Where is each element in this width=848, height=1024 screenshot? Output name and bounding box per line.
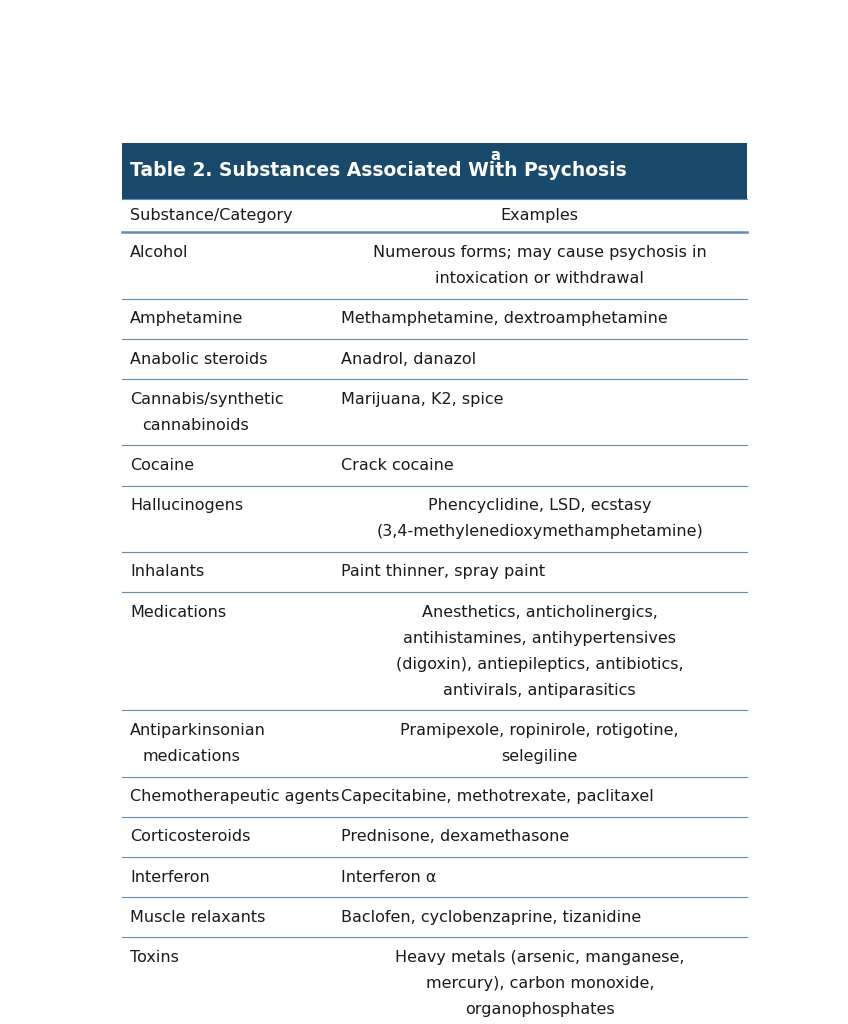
Text: antihistamines, antihypertensives: antihistamines, antihypertensives (404, 631, 676, 646)
Text: (digoxin), antiepileptics, antibiotics,: (digoxin), antiepileptics, antibiotics, (396, 656, 683, 672)
Text: cannabinoids: cannabinoids (142, 418, 249, 433)
Text: Phencyclidine, LSD, ecstasy: Phencyclidine, LSD, ecstasy (428, 499, 651, 513)
Text: Medications: Medications (131, 604, 226, 620)
Text: Amphetamine: Amphetamine (131, 311, 243, 327)
Text: Anadrol, danazol: Anadrol, danazol (341, 351, 476, 367)
Text: (3,4-methylenedioxymethamphetamine): (3,4-methylenedioxymethamphetamine) (377, 524, 703, 540)
FancyBboxPatch shape (122, 142, 747, 200)
Text: a: a (490, 147, 500, 163)
Text: Table 2. Substances Associated With Psychosis: Table 2. Substances Associated With Psyc… (131, 162, 627, 180)
Text: Cannabis/synthetic: Cannabis/synthetic (131, 392, 284, 407)
Text: medications: medications (142, 749, 240, 764)
Text: Numerous forms; may cause psychosis in: Numerous forms; may cause psychosis in (373, 245, 706, 260)
Text: Substance/Category: Substance/Category (131, 209, 293, 223)
Text: Examples: Examples (501, 209, 578, 223)
Text: selegiline: selegiline (501, 749, 578, 764)
Text: Muscle relaxants: Muscle relaxants (131, 909, 265, 925)
Text: mercury), carbon monoxide,: mercury), carbon monoxide, (426, 976, 654, 991)
Text: Corticosteroids: Corticosteroids (131, 829, 251, 845)
Text: intoxication or withdrawal: intoxication or withdrawal (435, 271, 644, 286)
Text: Paint thinner, spray paint: Paint thinner, spray paint (341, 564, 544, 580)
Text: Toxins: Toxins (131, 950, 179, 965)
Text: Alcohol: Alcohol (131, 245, 189, 260)
Text: Crack cocaine: Crack cocaine (341, 458, 454, 473)
Text: Anesthetics, anticholinergics,: Anesthetics, anticholinergics, (421, 604, 658, 620)
Text: Interferon α: Interferon α (341, 869, 436, 885)
Text: Inhalants: Inhalants (131, 564, 204, 580)
Text: Marijuana, K2, spice: Marijuana, K2, spice (341, 392, 503, 407)
Text: Interferon: Interferon (131, 869, 210, 885)
Text: Cocaine: Cocaine (131, 458, 194, 473)
Text: Prednisone, dexamethasone: Prednisone, dexamethasone (341, 829, 569, 845)
Text: Chemotherapeutic agents: Chemotherapeutic agents (131, 790, 340, 804)
Text: Baclofen, cyclobenzaprine, tizanidine: Baclofen, cyclobenzaprine, tizanidine (341, 909, 641, 925)
Text: Capecitabine, methotrexate, paclitaxel: Capecitabine, methotrexate, paclitaxel (341, 790, 653, 804)
Text: Anabolic steroids: Anabolic steroids (131, 351, 268, 367)
Text: Pramipexole, ropinirole, rotigotine,: Pramipexole, ropinirole, rotigotine, (400, 723, 679, 738)
Text: antivirals, antiparasitics: antivirals, antiparasitics (444, 683, 636, 697)
Text: Hallucinogens: Hallucinogens (131, 499, 243, 513)
Text: organophosphates: organophosphates (465, 1002, 615, 1017)
Text: Methamphetamine, dextroamphetamine: Methamphetamine, dextroamphetamine (341, 311, 667, 327)
Text: Antiparkinsonian: Antiparkinsonian (131, 723, 266, 738)
Text: Heavy metals (arsenic, manganese,: Heavy metals (arsenic, manganese, (395, 950, 684, 965)
